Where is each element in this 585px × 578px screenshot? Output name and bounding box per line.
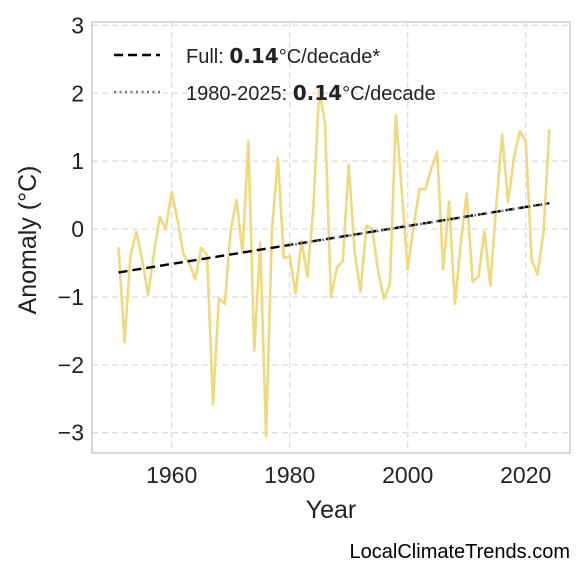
grid [92, 22, 570, 453]
plot-frame [91, 21, 571, 454]
y-tick-label: 1 [71, 148, 84, 174]
legend-entry-recent: 1980-2025: 0.14°C/decade [186, 81, 436, 105]
source-label: LocalClimateTrends.com [350, 541, 570, 563]
legend: Full: 0.14°C/decade* 1980-2025: 0.14°C/d… [114, 44, 436, 105]
y-tick-label: 2 [71, 80, 84, 106]
x-axis-title: Year [306, 496, 357, 524]
anomaly-series-line [117, 88, 551, 438]
legend-full-value: 0.14 [229, 44, 278, 68]
legend-recent-prefix: 1980-2025: [186, 83, 293, 105]
x-tick-label: 1980 [264, 462, 315, 488]
y-tick-label: −1 [58, 284, 84, 310]
legend-recent-value: 0.14 [293, 81, 342, 105]
x-tick-label: 1960 [146, 462, 197, 488]
legend-full-suffix: °C/decade* [279, 46, 381, 68]
y-tick-label: −2 [58, 352, 84, 378]
series-layer [117, 88, 551, 438]
y-axis-title: Anomaly (°C) [14, 166, 42, 315]
x-tick-label: 2000 [382, 462, 433, 488]
y-tick-label: −3 [58, 420, 84, 446]
legend-recent-suffix: °C/decade [342, 83, 436, 105]
x-tick-label: 2020 [500, 462, 551, 488]
legend-entry-full: Full: 0.14°C/decade* [186, 44, 380, 68]
y-tick-label: 3 [71, 12, 84, 38]
x-tick-labels: 1960 1980 2000 2020 [146, 462, 551, 488]
legend-full-prefix: Full: [186, 46, 229, 68]
y-tick-labels: 3 2 1 0 −1 −2 −3 [58, 12, 84, 445]
y-tick-label: 0 [71, 216, 84, 242]
